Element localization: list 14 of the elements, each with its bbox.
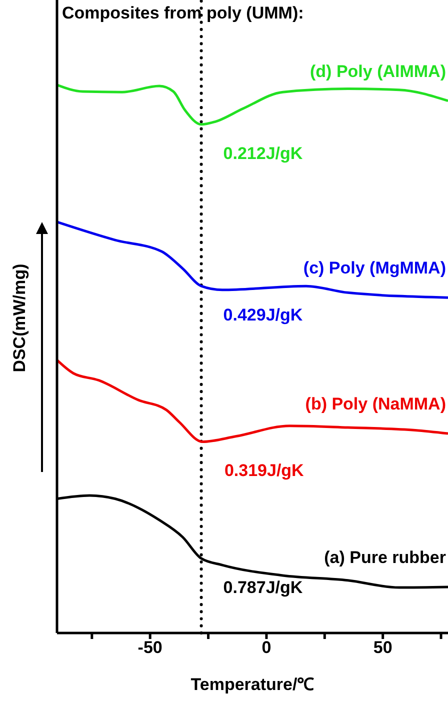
annotation: 0.787J/gK <box>223 578 304 597</box>
series-label: (d) Poly (AlMMA) <box>310 62 446 81</box>
x-axis-title: Temperature/℃ <box>190 675 314 694</box>
series-label: (a) Pure rubber <box>324 548 446 567</box>
x-tick-label: 0 <box>262 638 272 658</box>
annotation: 0.429J/gK <box>223 306 304 325</box>
chart-title: Composites from poly (UMM): <box>62 3 304 22</box>
series-label: (c) Poly (MgMMA) <box>303 258 446 278</box>
annotation: 0.212J/gK <box>223 144 304 163</box>
series-label: (b) Poly (NaMMA) <box>305 394 446 414</box>
x-tick-label: -50 <box>138 638 162 658</box>
x-tick-label: 50 <box>373 638 392 658</box>
y-axis-title: DSC(mW/mg) <box>10 264 30 372</box>
annotation: 0.319J/gK <box>224 461 305 480</box>
